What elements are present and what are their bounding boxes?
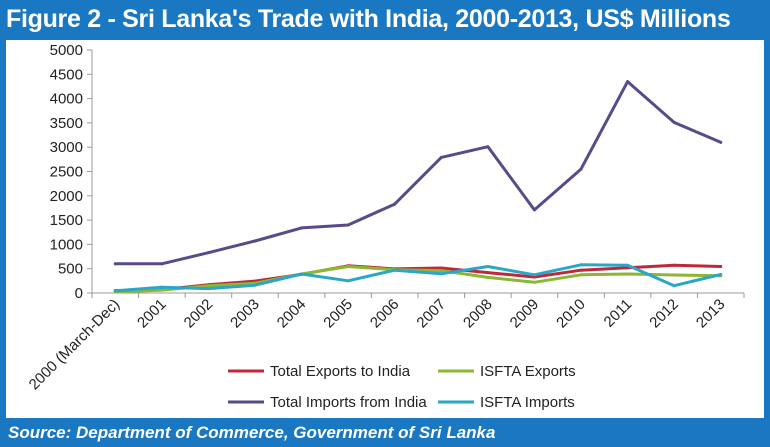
line-chart: 0 500 1000 1500 2000 2500 3000 3500 4000 4500 5000… (26, 42, 745, 411)
data-point (300, 226, 304, 230)
y-tick-label: 2000 (50, 188, 83, 205)
x-tick-label: 2000 (March-Dec) (26, 296, 123, 393)
data-point (206, 251, 210, 255)
x-tick-label: 2012 (646, 296, 682, 332)
data-point (532, 273, 536, 277)
legend-label: Total Exports to India (270, 363, 411, 380)
data-point (626, 80, 630, 84)
data-point (346, 223, 350, 227)
legend-label: ISFTA Imports (480, 394, 575, 411)
series-lines (113, 80, 723, 294)
data-point (672, 284, 676, 288)
data-point (113, 262, 117, 266)
data-point (393, 268, 397, 272)
x-tick-label: 2009 (507, 296, 543, 332)
x-tick-label: 2010 (553, 296, 589, 332)
x-tick-label: 2004 (274, 296, 310, 332)
data-point (579, 273, 583, 277)
data-point (206, 287, 210, 291)
x-tick-label: 2006 (367, 296, 403, 332)
y-tick-label: 1000 (50, 236, 83, 253)
data-point (439, 272, 443, 276)
y-tick-label: 4000 (50, 91, 83, 108)
data-point (719, 273, 723, 277)
y-tick-label: 3000 (50, 139, 83, 156)
data-point (486, 271, 490, 275)
data-point (672, 273, 676, 277)
data-point (486, 265, 490, 269)
data-point (300, 272, 304, 276)
y-tick-label: 3500 (50, 115, 83, 132)
chart-legend: Total Exports to India ISFTA Exports Total… (228, 363, 576, 411)
data-point (439, 266, 443, 270)
x-tick-label: 2001 (134, 296, 170, 332)
data-point (346, 279, 350, 283)
data-point (439, 269, 443, 273)
data-point (346, 265, 350, 269)
x-tick-label: 2005 (320, 296, 356, 332)
legend-label: ISFTA Exports (480, 363, 576, 380)
data-point (160, 288, 164, 292)
y-tick-label: 500 (58, 261, 83, 278)
y-tick-label: 1500 (50, 212, 83, 229)
data-point (579, 268, 583, 272)
data-point (672, 263, 676, 267)
series-line-2 (113, 80, 723, 266)
data-point (719, 140, 723, 144)
series-line-3 (113, 263, 723, 293)
data-point (486, 145, 490, 149)
x-tick-label: 2011 (601, 296, 636, 331)
data-point (393, 202, 397, 206)
legend-label: Total Imports from India (270, 394, 427, 411)
data-point (579, 167, 583, 171)
data-point (579, 263, 583, 267)
data-point (672, 120, 676, 124)
data-point (439, 155, 443, 159)
source-note: Source: Department of Commerce, Governme… (8, 423, 496, 442)
data-point (160, 262, 164, 266)
data-point (253, 283, 257, 287)
x-tick-label: 2003 (227, 296, 263, 332)
data-point (113, 289, 117, 293)
figure-title: Figure 2 - Sri Lanka's Trade with India,… (0, 0, 770, 38)
y-tick-label: 4500 (50, 66, 83, 83)
y-tick-label: 2500 (50, 164, 83, 181)
data-point (626, 272, 630, 276)
chart-panel: 0 500 1000 1500 2000 2500 3000 3500 4000 4500 5000… (6, 40, 764, 418)
y-tick-label: 5000 (50, 42, 83, 59)
data-point (532, 280, 536, 284)
y-axis-ticks: 0 500 1000 1500 2000 2500 3000 3500 4000 4500 5000 (50, 42, 92, 302)
x-tick-label: 2008 (460, 296, 496, 332)
x-tick-label: 2007 (413, 296, 449, 332)
series-line-1 (113, 265, 723, 294)
x-tick-label: 2002 (181, 296, 217, 332)
data-point (253, 239, 257, 243)
data-point (160, 285, 164, 289)
data-point (486, 275, 490, 279)
data-point (719, 265, 723, 269)
y-tick-label: 0 (75, 285, 83, 302)
data-point (206, 284, 210, 288)
x-tick-label: 2013 (693, 296, 729, 332)
data-point (532, 208, 536, 212)
data-point (626, 263, 630, 267)
data-point (532, 275, 536, 279)
